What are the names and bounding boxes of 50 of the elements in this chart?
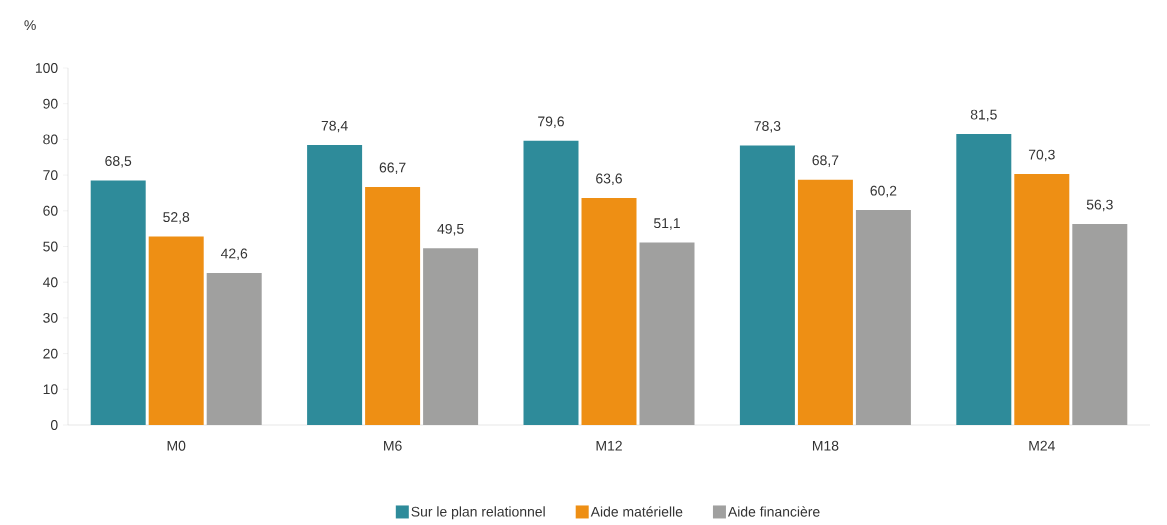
y-tick-label: 90 bbox=[43, 98, 58, 109]
y-tick-label: 50 bbox=[43, 241, 58, 252]
y-tick-label: 40 bbox=[42, 277, 58, 288]
bar bbox=[739, 145, 795, 425]
bar bbox=[90, 180, 146, 425]
y-tick-label: 0 bbox=[50, 420, 58, 430]
bar bbox=[1014, 174, 1070, 425]
x-tick-label: M24 bbox=[1029, 440, 1055, 451]
x-tick-label: M6 bbox=[384, 440, 402, 451]
bar bbox=[797, 179, 853, 425]
y-tick-label: 60 bbox=[43, 205, 58, 216]
bar bbox=[423, 248, 479, 425]
data-label: 81,5 bbox=[970, 109, 997, 122]
data-label: 70,3 bbox=[1028, 149, 1055, 162]
y-tick-label: 100 bbox=[35, 63, 58, 73]
bar bbox=[206, 272, 262, 425]
data-label: 42,6 bbox=[220, 248, 248, 261]
bar bbox=[956, 134, 1012, 425]
bar bbox=[1072, 224, 1128, 425]
bar bbox=[581, 197, 637, 425]
bar bbox=[855, 210, 911, 425]
data-label: 60,2 bbox=[870, 185, 897, 198]
bar bbox=[523, 140, 579, 425]
bar bbox=[307, 145, 363, 425]
data-label: 63,6 bbox=[596, 173, 622, 186]
x-tick-label: M18 bbox=[812, 440, 839, 451]
data-label: 78,4 bbox=[321, 120, 348, 133]
legend-label: Aide financière bbox=[727, 506, 820, 517]
legend-label: Sur le plan relationnel bbox=[411, 506, 545, 520]
y-tick-label: 30 bbox=[43, 312, 58, 323]
data-label: 68,5 bbox=[105, 156, 132, 168]
data-label: 79,6 bbox=[538, 116, 564, 128]
bar bbox=[639, 242, 695, 425]
data-label: 52,8 bbox=[163, 212, 190, 224]
bar bbox=[365, 186, 421, 425]
data-label: 78,3 bbox=[754, 121, 781, 133]
data-label: 66,7 bbox=[379, 162, 406, 175]
bar bbox=[148, 236, 204, 425]
y-tick-label: 20 bbox=[43, 348, 58, 359]
x-tick-label: M0 bbox=[167, 440, 186, 451]
data-label: 68,7 bbox=[812, 155, 839, 167]
y-axis-title: % bbox=[24, 20, 36, 31]
data-label: 51,1 bbox=[653, 218, 680, 230]
legend-label: Aide matérielle bbox=[590, 506, 683, 517]
y-tick-label: 10 bbox=[43, 384, 58, 395]
y-tick-label: 80 bbox=[43, 134, 58, 145]
y-tick-label: 70 bbox=[43, 170, 58, 181]
x-tick-label: M12 bbox=[596, 440, 622, 451]
data-label: 56,3 bbox=[1086, 199, 1113, 212]
data-label: 49,5 bbox=[437, 223, 464, 236]
